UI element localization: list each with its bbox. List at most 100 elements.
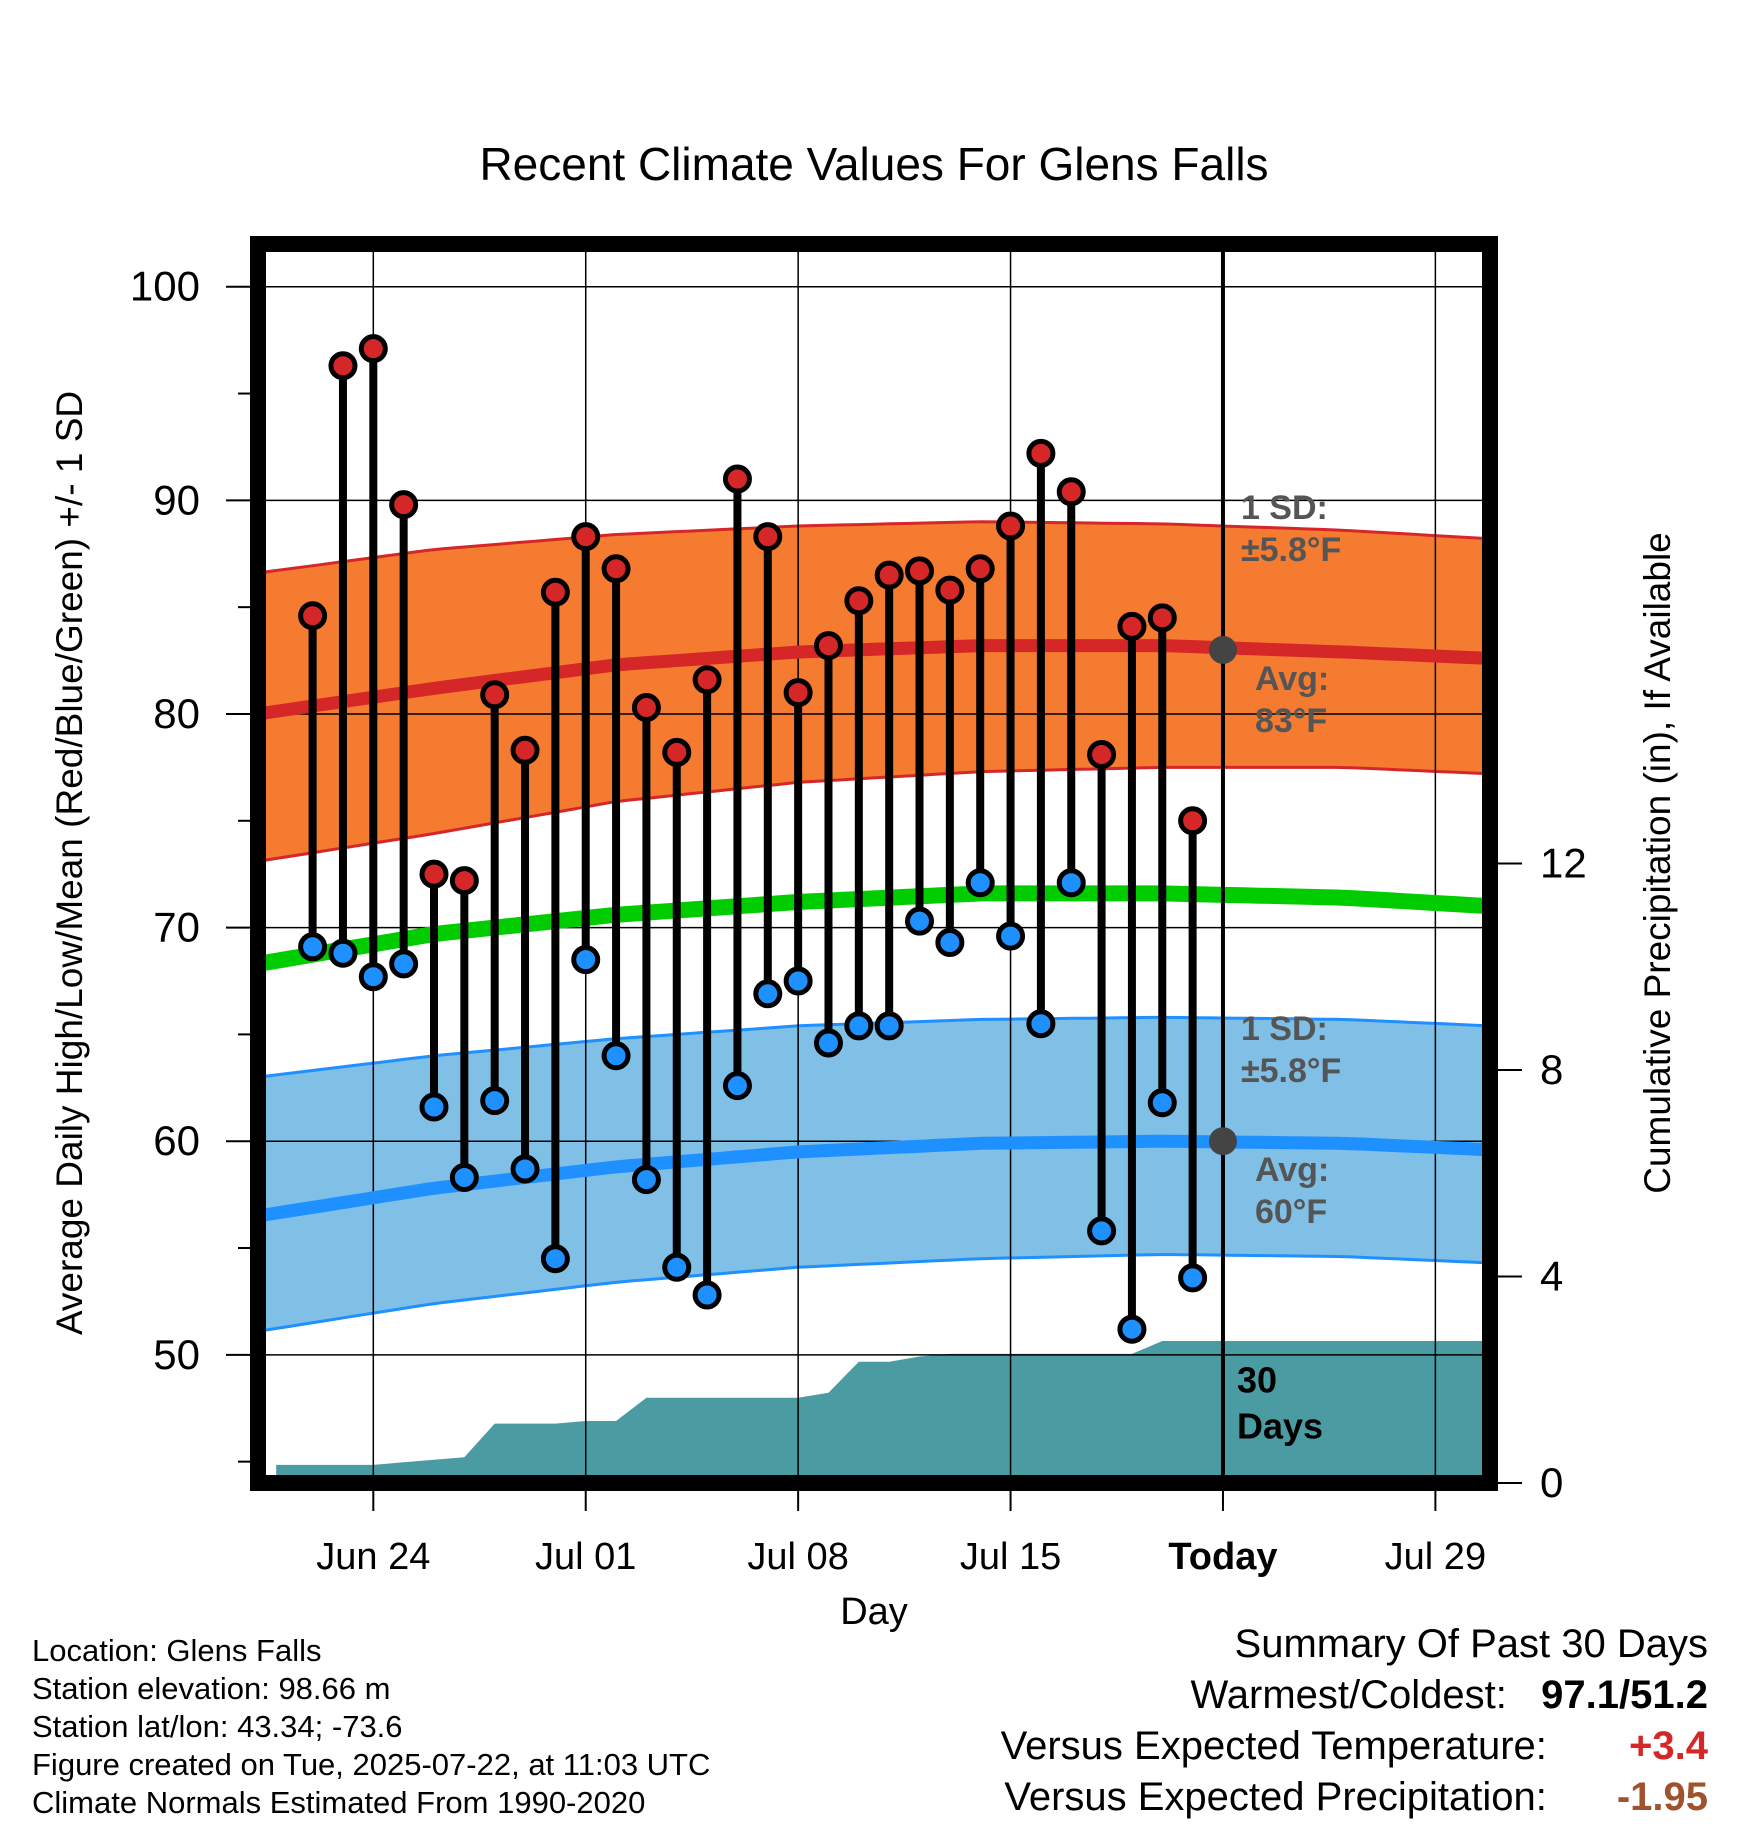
elevation-text: Station elevation: 98.66 m: [32, 1671, 391, 1706]
normals-text: Climate Normals Estimated From 1990-2020: [32, 1785, 646, 1820]
high-point: [753, 522, 783, 552]
low-point: [328, 938, 358, 968]
low-sd-label: 1 SD:: [1241, 1010, 1328, 1048]
summary-title: Summary Of Past 30 Days: [1234, 1622, 1708, 1666]
low-point: [1087, 1216, 1117, 1246]
latlon-text: Station lat/lon: 43.34; -73.6: [32, 1709, 403, 1744]
x-tick-label: Jul 08: [747, 1536, 848, 1578]
high-point: [540, 577, 570, 607]
low-sd-value: ±5.8°F: [1241, 1052, 1341, 1090]
high-point: [783, 678, 813, 708]
y-axis-label: Average Daily High/Low/Mean (Red/Blue/Gr…: [49, 391, 90, 1335]
precip-label: Versus Expected Precipitation:: [1004, 1775, 1547, 1819]
high-point: [480, 680, 510, 710]
days-label-number: 30: [1237, 1359, 1277, 1400]
high-point: [298, 601, 328, 631]
high-point: [905, 556, 935, 586]
low-point: [965, 868, 995, 898]
y-tick-label: 90: [153, 476, 200, 523]
y-tick-label: 60: [153, 1117, 200, 1164]
high-point: [1178, 806, 1208, 836]
high-point: [692, 665, 722, 695]
high-avg-line: [257, 639, 1491, 721]
x-tick-label: Jul 01: [535, 1536, 636, 1578]
high-point: [1147, 603, 1177, 633]
x-tick-label: Jul 15: [960, 1536, 1061, 1578]
warmest-label: Warmest/Coldest:: [1190, 1673, 1507, 1717]
high-point: [1117, 611, 1147, 641]
high-point: [1087, 740, 1117, 770]
low-point: [662, 1252, 692, 1282]
warmest-coldest-row: Warmest/Coldest: 97.1/51.2: [1001, 1673, 1709, 1724]
high-point: [965, 554, 995, 584]
low-point: [358, 962, 388, 992]
high-sd-label: 1 SD:: [1241, 489, 1328, 527]
low-point: [1056, 868, 1086, 898]
precip-value: -1.95: [1616, 1775, 1708, 1819]
low-point: [389, 949, 419, 979]
low-sd-lower-line: [257, 1252, 1491, 1333]
high-point: [1056, 477, 1086, 507]
low-point: [935, 928, 965, 958]
high-avg-value: 83°F: [1255, 702, 1327, 740]
y2-tick-label: 0: [1540, 1459, 1563, 1506]
low-point: [480, 1086, 510, 1116]
low-point: [601, 1041, 631, 1071]
precip-row: Versus Expected Precipitation: -1.95: [1001, 1775, 1708, 1826]
high-point: [631, 693, 661, 723]
summary-panel: Summary Of Past 30 Days Warmest/Coldest:…: [1001, 1622, 1708, 1826]
low-avg-label: Avg:: [1255, 1151, 1329, 1189]
low-point: [1147, 1088, 1177, 1118]
precip-area: [276, 1341, 1490, 1483]
high-point: [813, 631, 843, 661]
plot-area: 1 SD: ±5.8°F Avg: 83°F 1 SD: ±5.8°F Avg: 60°F 30…: [130, 236, 1587, 1578]
low-point: [783, 966, 813, 996]
mean-line: [256, 885, 1491, 972]
y-tick-label: 100: [130, 263, 200, 310]
y2-tick-label: 12: [1540, 840, 1587, 887]
low-point: [996, 921, 1026, 951]
high-point: [449, 866, 479, 896]
low-avg-value: 60°F: [1255, 1193, 1327, 1231]
low-point: [510, 1154, 540, 1184]
low-point: [298, 932, 328, 962]
low-point: [1178, 1263, 1208, 1293]
x-tick-label: Jun 24: [316, 1536, 430, 1578]
station-info: Location: Glens Falls Station elevation:…: [32, 1632, 710, 1822]
y2-tick-label: 4: [1540, 1253, 1563, 1300]
x-axis-label: Day: [840, 1591, 908, 1633]
high-point: [662, 737, 692, 767]
x-tick-label: Today: [1168, 1536, 1277, 1578]
high-sd-lower-line: [257, 765, 1491, 863]
high-point: [601, 554, 631, 584]
temp-value: +3.4: [1629, 1724, 1708, 1768]
temp-row: Versus Expected Temperature: +3.4: [1001, 1724, 1708, 1775]
low-point: [753, 979, 783, 1009]
high-point: [874, 560, 904, 590]
high-point: [389, 490, 419, 520]
high-point: [571, 522, 601, 552]
high-sd-upper-line: [257, 520, 1491, 575]
days-label-text: Days: [1237, 1405, 1323, 1446]
low-point: [722, 1071, 752, 1101]
high-point: [358, 334, 388, 364]
high-point: [510, 735, 540, 765]
high-sd-band: [258, 521, 1490, 862]
today-low-avg-marker: [1208, 1127, 1237, 1156]
high-point: [328, 351, 358, 381]
today-high-avg-marker: [1208, 635, 1237, 664]
high-point: [996, 511, 1026, 541]
low-point: [540, 1244, 570, 1274]
high-point: [935, 575, 965, 605]
high-point: [844, 586, 874, 616]
created-text: Figure created on Tue, 2025-07-22, at 11…: [32, 1747, 711, 1782]
high-point: [1026, 438, 1056, 468]
low-point: [905, 906, 935, 936]
low-point: [1117, 1314, 1147, 1344]
low-point: [631, 1165, 661, 1195]
low-point: [813, 1028, 843, 1058]
high-point: [419, 859, 449, 889]
location-text: Location: Glens Falls: [32, 1633, 322, 1668]
y-tick-label: 70: [153, 904, 200, 951]
plot-frame: [250, 236, 1498, 1491]
